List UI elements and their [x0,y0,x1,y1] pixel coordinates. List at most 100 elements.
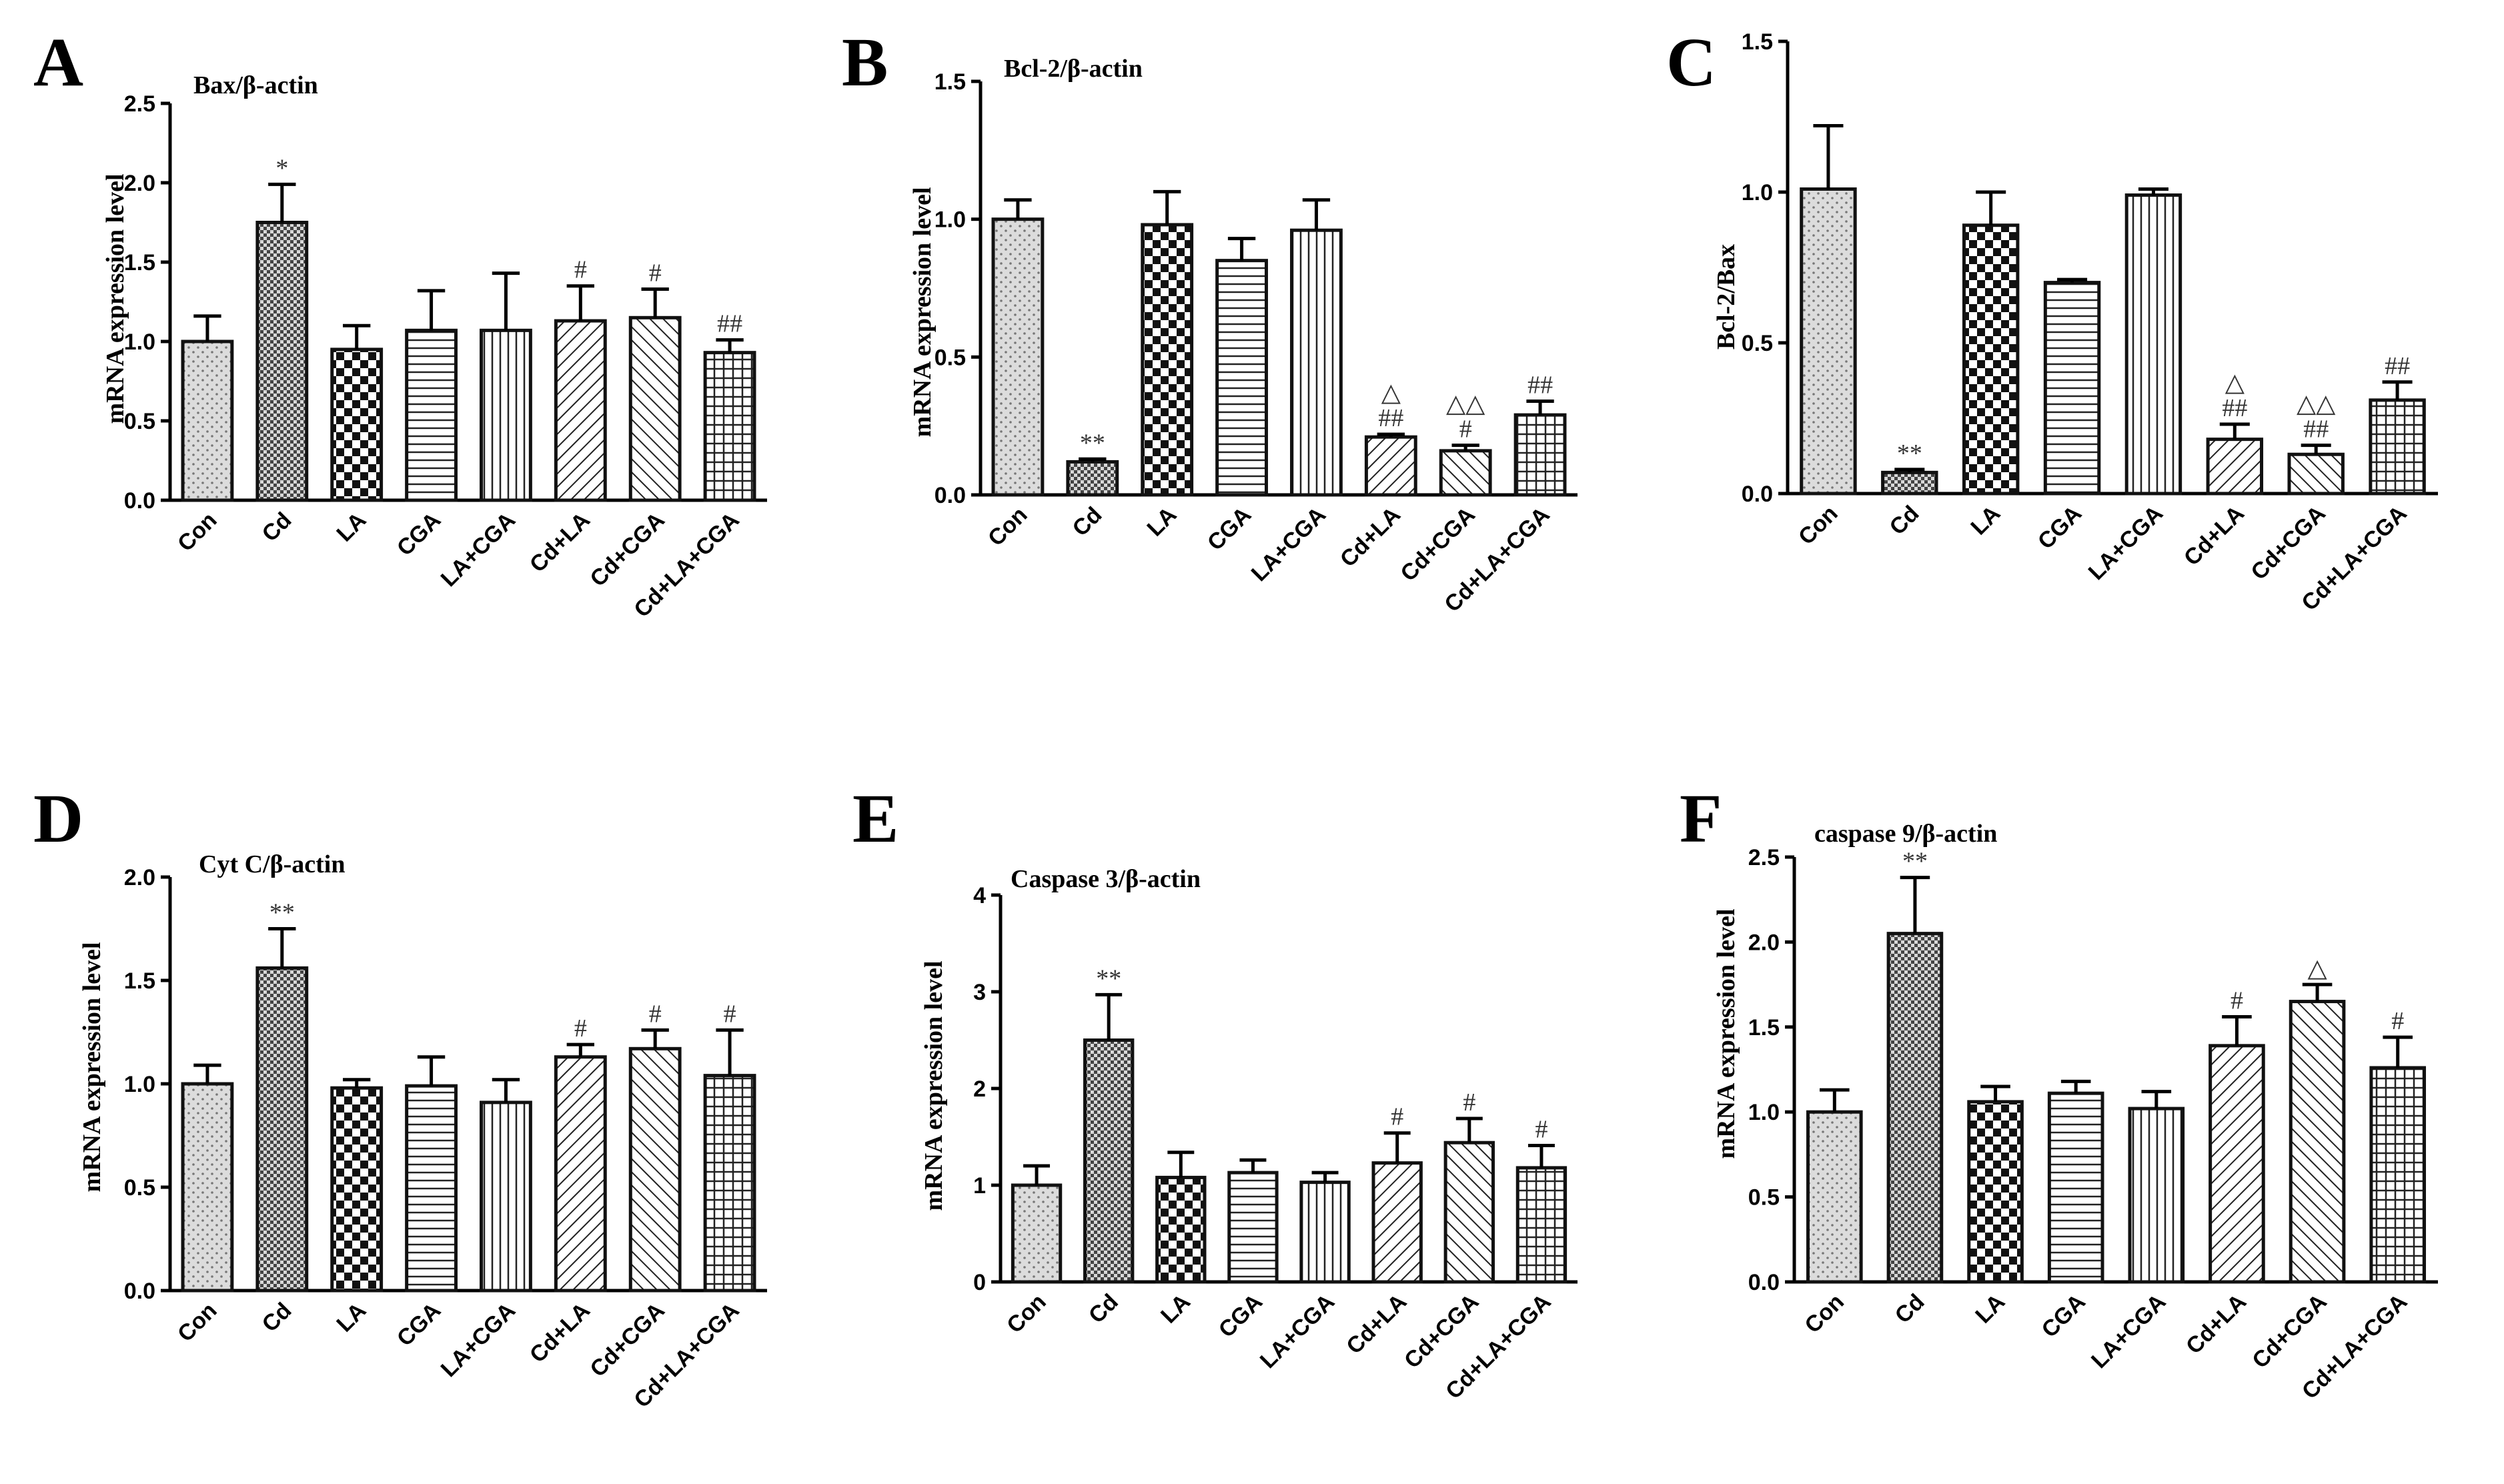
x-tick-label: LA+CGA [1255,1289,1339,1373]
panel-letter: E [852,780,898,857]
y-tick-label: 0.5 [1748,1185,1780,1211]
bar-cd-la [554,1055,607,1293]
x-tick-label: Cd [1084,1289,1123,1329]
significance-label: # [1459,416,1472,444]
x-tick-label: Cd+CGA [2247,1289,2331,1373]
x-tick-label: Con [1800,1289,1849,1339]
y-tick-label: 1.0 [1748,1100,1780,1125]
y-tick-label: 1.5 [1742,29,1773,55]
y-tick-label: 0.5 [1742,331,1773,356]
y-tick-label: 2.5 [124,91,155,117]
y-axis-label: mRNA expression level [78,942,106,1192]
panel-B: B Bcl-2/β-actin mRNA expression level 0.… [842,24,1578,617]
panel-E: E Caspase 3/β-actin mRNA expression leve… [852,780,1578,1404]
bar-cd-la [554,319,607,502]
bar-la-cga [1290,228,1343,497]
x-tick-label: CGA [2037,1289,2090,1343]
y-tick-label: 2.0 [124,865,155,890]
y-tick-label: 1.0 [1742,180,1773,205]
bar-cd-la [1371,1161,1423,1284]
significance-label-secondary: △△ [1446,390,1485,418]
bar-cd-la-cga [703,351,756,502]
y-tick-label: 1.0 [124,1072,155,1097]
y-axis-label: Bcl-2/Bax [1712,244,1740,349]
bar-la-cga [2124,193,2182,496]
x-tick-label: LA+CGA [2086,1289,2170,1373]
x-tick-label: Cd [1068,502,1107,542]
bar-cd [255,966,309,1293]
bar-cd [255,221,309,502]
y-tick-label: 0.0 [124,488,155,514]
significance-label-secondary: △ [1381,379,1401,407]
chart-title: Cyt C/β-actin [199,850,345,878]
significance-label: # [574,256,587,284]
bar-cd-la-cga [1515,1166,1568,1284]
x-tick-label: LA+CGA [1247,502,1331,586]
x-tick-label: LA+CGA [2084,501,2168,585]
bar-cd [1083,1038,1135,1284]
x-tick-label: LA [1966,501,2005,540]
significance-label: ## [2303,416,2329,444]
x-tick-label: CGA [1203,502,1256,556]
bar-cd-cga [2289,1000,2346,1284]
bar-con [181,339,234,502]
x-tick-label: LA [332,508,371,547]
bar-la [1962,223,2020,496]
panel-letter: D [33,780,83,857]
y-tick-label: 0.5 [934,345,966,370]
y-tick-label: 2.5 [1748,845,1780,870]
y-tick-label: 0 [973,1270,986,1295]
y-tick-label: 0.0 [934,483,966,508]
bar-la-cga [1299,1181,1351,1284]
x-tick-label: Con [1794,501,1843,550]
significance-label: ** [269,899,295,927]
chart-title: Caspase 3/β-actin [1011,865,1201,893]
chart-title: caspase 9/β-actin [1814,820,1997,848]
y-tick-label: 1.0 [934,207,966,233]
significance-label: # [2231,987,2243,1015]
y-tick-label: 0.0 [1748,1270,1780,1295]
y-tick-label: 1 [973,1173,986,1199]
y-axis-label: mRNA expression level [101,173,129,424]
panel-letter: B [842,24,888,101]
bar-con [1011,1183,1063,1284]
panel-letter: A [33,24,83,101]
panel-A: A Bax/β-actin mRNA expression level 0.00… [33,24,767,622]
y-axis-label: mRNA expression level [908,187,936,437]
panel-letter: F [1680,780,1722,857]
bar-cd-cga [628,315,682,502]
bar-cd-cga [2287,452,2345,496]
significance-label: ## [2222,394,2247,422]
significance-label-secondary: △△ [2297,390,2336,418]
x-tick-label: Cd+LA [1341,1289,1411,1359]
significance-label: △ [2307,954,2327,982]
x-tick-label: Cd+LA [525,1298,595,1368]
bar-cd-la-cga [2369,398,2426,496]
panel-C: C Bcl-2/Bax 0.0 0.5 1.0 1.5 Con ** Cd LA CGALA+C… [1666,24,2438,616]
y-tick-label: 0.0 [124,1279,155,1304]
bar-la-cga [480,328,532,502]
significance-label: # [1463,1088,1475,1117]
x-tick-label: CGA [392,508,446,561]
y-tick-label: 2.0 [124,171,155,196]
x-tick-label: Cd [1890,1289,1930,1329]
bar-cga [1215,259,1268,497]
x-tick-label: Con [1002,1289,1051,1339]
y-tick-label: 0.0 [1742,482,1773,507]
y-axis-label: mRNA expression level [920,960,948,1211]
significance-label: ** [1897,440,1922,468]
x-tick-label: Cd+LA [1335,502,1405,572]
x-tick-label: Cd [1885,501,1924,540]
bar-la-cga [480,1100,532,1293]
bar-cga [2047,1091,2104,1284]
y-tick-label: 4 [973,883,986,908]
significance-label: ** [1080,429,1105,457]
significance-label: # [649,259,662,287]
y-tick-label: 1.5 [124,968,155,994]
y-tick-label: 1.0 [124,329,155,355]
